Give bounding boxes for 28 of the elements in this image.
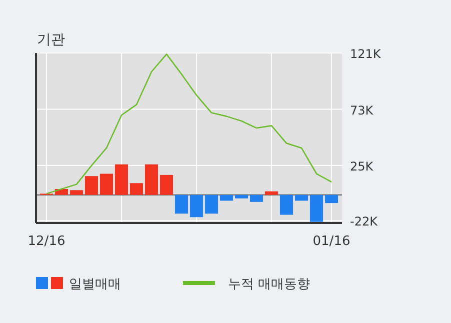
bar	[130, 183, 144, 195]
chart-title: 기관	[37, 32, 65, 48]
bar	[204, 194, 218, 214]
bar	[100, 174, 114, 195]
legend-label: 누적 매매동향	[228, 277, 310, 292]
bar	[190, 194, 204, 218]
bar	[70, 190, 84, 195]
bar	[220, 194, 234, 201]
bar	[280, 194, 294, 215]
bar	[160, 174, 174, 195]
bar	[310, 194, 324, 222]
bar	[324, 194, 338, 204]
y-tick-label: -22K	[350, 214, 379, 229]
bar	[114, 164, 128, 195]
bar	[144, 164, 158, 195]
bar	[294, 194, 308, 201]
bar	[84, 176, 98, 195]
x-tick-label: 01/16	[312, 234, 350, 249]
x-tick-label: 12/16	[28, 234, 66, 249]
line-series	[46, 54, 332, 194]
y-tick-label: 121K	[350, 47, 382, 61]
bar	[234, 194, 248, 198]
bar	[174, 194, 188, 214]
y-tick-label: 25K	[350, 160, 374, 174]
y-tick-label: 73K	[350, 103, 374, 118]
bar	[250, 194, 264, 202]
legend-label: 일별매매	[69, 277, 121, 292]
bar	[264, 191, 278, 195]
